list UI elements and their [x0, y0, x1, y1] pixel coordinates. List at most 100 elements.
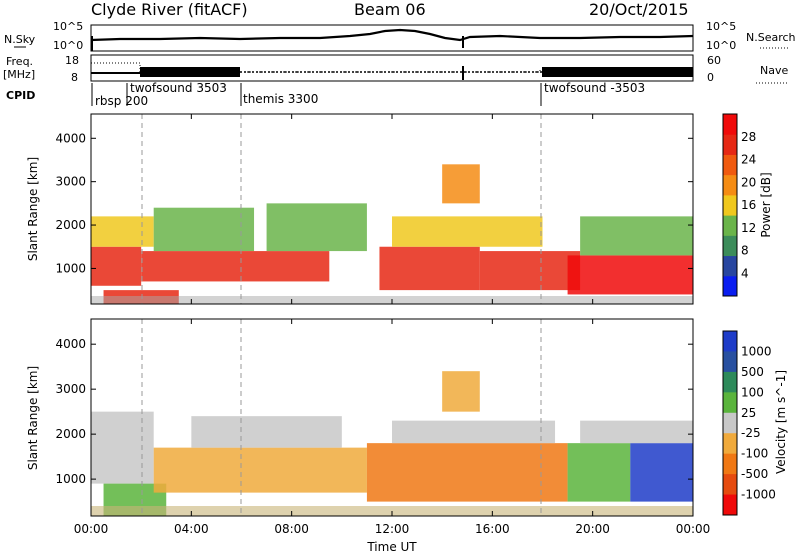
nave-block-2 [542, 67, 693, 77]
velocity-colorbar-tick-6: -500 [741, 467, 768, 481]
power-colorbar-tick-4: 20 [741, 175, 756, 189]
velocity-colorbar-ticks: 1000 500 100 25 -25 -100 -500 -1000 [741, 344, 776, 501]
velocity-colorbar-cell-7 [723, 474, 737, 496]
velocity-colorbar-cell-0 [723, 331, 737, 352]
nsky-label: N.Sky [4, 33, 36, 46]
power-band-10 [580, 216, 693, 256]
velocity-xtick-label-6: 00:00 [676, 522, 711, 536]
power-ytick-label-2: 3000 [55, 175, 86, 189]
power-ytick-label-0: 1000 [55, 261, 86, 275]
velocity-band-9 [442, 371, 480, 412]
velocity-ytick-label-1: 2000 [55, 427, 86, 441]
power-colorbar-cell-6 [723, 154, 737, 176]
velocity-xtick-label-5: 20:00 [575, 522, 610, 536]
time-axis-label: Time UT [366, 540, 417, 554]
power-colorbar: 4 8 12 16 20 24 28 Power [dB] [722, 113, 773, 297]
velocity-band-5 [392, 420, 556, 444]
velocity-band-7 [630, 443, 693, 502]
power-band-9 [567, 255, 693, 295]
power-colorbar-cell-0 [723, 275, 737, 297]
power-colorbar-cell-4 [723, 194, 737, 216]
velocity-colorbar: 1000 500 100 25 -25 -100 -500 -1000 Velocity [m… [722, 330, 788, 516]
power-colorbar-cell-5 [723, 174, 737, 196]
power-colorbar-frame [722, 113, 738, 297]
cpid-segment-3: themis 3300 [243, 92, 318, 106]
power-colorbar-label: Power [dB] [759, 172, 773, 237]
nave-block-1 [140, 67, 240, 77]
power-colorbar-cell-2 [723, 235, 737, 257]
velocity-colorbar-tick-2: 100 [741, 385, 764, 399]
velocity-colorbar-cell-4 [723, 412, 737, 434]
station-title: Clyde River (fitACF) [91, 0, 248, 19]
power-colorbar-tick-2: 12 [741, 221, 756, 235]
velocity-colorbar-cell-6 [723, 453, 737, 475]
velocity-xtick-label-4: 16:00 [475, 522, 510, 536]
power-colorbar-tick-5: 24 [741, 153, 756, 167]
power-colorbar-tick-3: 16 [741, 198, 756, 212]
left-tick-low: 10^0 [53, 39, 83, 52]
velocity-ytick-label-0: 1000 [55, 472, 86, 486]
right-tick-high: 10^5 [706, 20, 736, 33]
cpid-strip: CPID rbsp 200 twofsound 3503 themis 3300… [6, 81, 645, 108]
freq-tick-high: 18 [65, 54, 79, 67]
sky-noise-trace [90, 28, 694, 42]
nsearch-label: N.Search [746, 31, 796, 44]
velocity-x-ticks: 00:00 04:00 08:00 12:00 16:00 20:00 00:00 [74, 319, 711, 536]
left-tick-high: 10^5 [53, 20, 83, 33]
power-x-ticks [90, 114, 694, 304]
nave-label: Nave [760, 64, 788, 77]
velocity-xtick-label-3: 12:00 [375, 522, 410, 536]
beam-title: Beam 06 [354, 0, 426, 19]
power-colorbar-tick-1: 8 [741, 244, 749, 258]
power-colorbar-cell-1 [723, 255, 737, 277]
velocity-colorbar-label-text: Velocity [m s^-1] [774, 370, 788, 474]
freq-nave-strip: Freq. [MHz] 18 8 60 0 Nave [3, 54, 788, 84]
power-band-5 [266, 203, 367, 252]
velocity-ytick-label-3: 4000 [55, 337, 86, 351]
velocity-band-0 [91, 411, 154, 484]
power-y-ticks: 1000 2000 3000 4000 [55, 131, 693, 275]
velocity-colorbar-tick-7: -1000 [741, 488, 776, 502]
date-title: 20/Oct/2015 [589, 0, 689, 19]
velocity-ylabel: Slant Range [km] [26, 366, 40, 470]
velocity-y-ticks: 1000 2000 3000 4000 [55, 337, 693, 486]
power-colorbar-cell-8 [723, 114, 737, 135]
velocity-colorbar-tick-0: 1000 [741, 344, 772, 358]
velocity-colorbar-label: Velocity [m s^-1] [774, 370, 788, 474]
velocity-xtick-label-0: 00:00 [74, 522, 109, 536]
power-ytick-label-1: 2000 [55, 218, 86, 232]
velocity-band-2 [153, 447, 367, 493]
freq-tick-low: 8 [71, 71, 78, 84]
power-band-1 [91, 216, 154, 247]
power-band-2 [141, 251, 242, 282]
velocity-band-6 [567, 443, 631, 502]
power-band-8 [479, 251, 581, 291]
power-colorbar-cells [723, 114, 737, 297]
power-panel: 1000 2000 3000 4000 Slant Range [km] [26, 113, 694, 305]
freq-label-1: Freq. [6, 55, 33, 68]
cpid-segment-4: twofsound -3503 [544, 81, 645, 95]
velocity-colorbar-tick-3: 25 [741, 406, 756, 420]
power-colorbar-tick-6: 28 [741, 130, 756, 144]
power-colorbar-ticks: 4 8 12 16 20 24 28 [741, 130, 756, 281]
velocity-cpid-lines [141, 319, 542, 516]
power-band-3 [153, 207, 255, 252]
velocity-band-3 [191, 416, 342, 448]
right-tick-low: 10^0 [706, 39, 736, 52]
velocity-colorbar-cells [723, 331, 737, 516]
velocity-colorbar-tick-5: -100 [741, 447, 768, 461]
power-colorbar-cell-3 [723, 215, 737, 236]
velocity-colorbar-cell-5 [723, 433, 737, 455]
power-cpid-lines [141, 114, 542, 304]
velocity-colorbar-cell-3 [723, 392, 737, 414]
power-band-0 [91, 246, 142, 286]
velocity-colorbar-cell-1 [723, 351, 737, 373]
velocity-band-4 [366, 443, 568, 502]
nave-tick-high: 60 [707, 54, 721, 67]
cpid-label: CPID [6, 89, 35, 102]
power-colorbar-tick-0: 4 [741, 266, 749, 280]
velocity-bands [91, 371, 693, 516]
velocity-ytick-label-2: 3000 [55, 382, 86, 396]
cpid-segment-2: twofsound 3503 [130, 81, 227, 95]
power-band-6 [379, 246, 480, 291]
